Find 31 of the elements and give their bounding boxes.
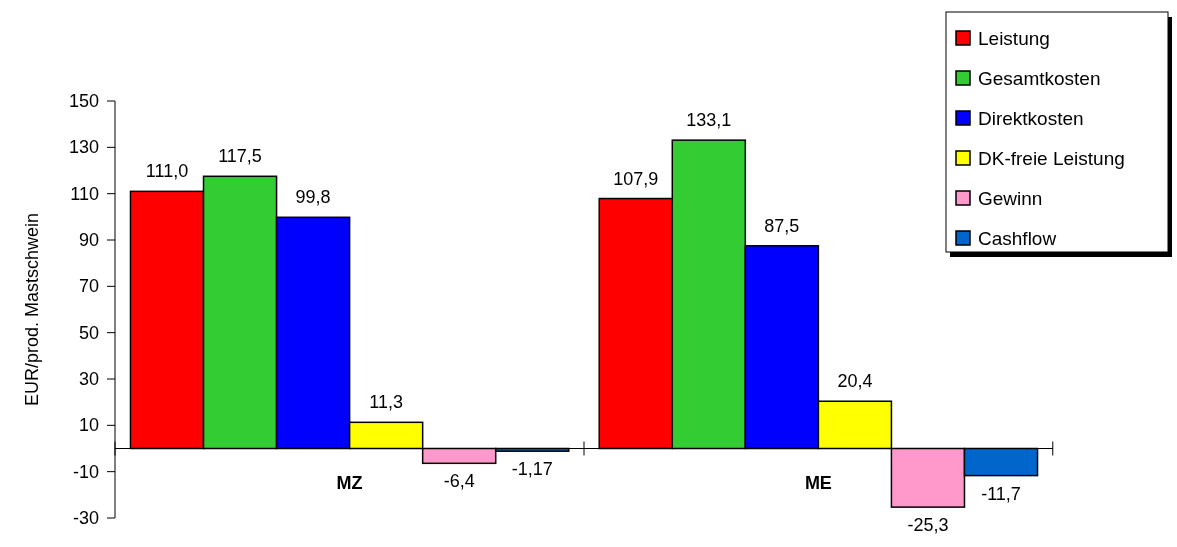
y-axis-title: EUR/prod. Mastschwein xyxy=(22,212,42,407)
y-tick-label: -30 xyxy=(72,508,99,528)
data-label: 11,3 xyxy=(369,392,403,413)
data-label: -25,3 xyxy=(907,515,949,536)
data-label: 117,5 xyxy=(218,146,262,167)
data-label: -1,17 xyxy=(511,459,553,480)
y-tick-label: 90 xyxy=(78,230,99,250)
legend-label: Gewinn xyxy=(978,188,1043,209)
legend-label: DK-freie Leistung xyxy=(978,148,1125,169)
legend-label: Direktkosten xyxy=(978,108,1084,129)
y-tick-label: 70 xyxy=(78,276,99,297)
x-tick-label: MZ xyxy=(336,472,363,493)
legend-label: Leistung xyxy=(978,28,1050,49)
data-label: 133,1 xyxy=(686,110,732,131)
y-tick-label: 110 xyxy=(70,183,99,204)
data-label: -11,7 xyxy=(981,483,1021,504)
y-tick-label: 130 xyxy=(68,137,99,158)
x-tick-label: ME xyxy=(804,472,832,493)
y-tick-label: 50 xyxy=(78,322,99,343)
data-label: 87,5 xyxy=(764,215,800,236)
data-label: -6,4 xyxy=(443,471,475,492)
data-label: 107,9 xyxy=(613,168,659,189)
data-label: 111,0 xyxy=(145,161,189,182)
y-tick-label: 30 xyxy=(78,369,99,389)
data-label: 99,8 xyxy=(295,187,331,208)
y-tick-label: 10 xyxy=(78,415,99,436)
y-tick-label: 150 xyxy=(68,91,99,111)
data-label: 20,4 xyxy=(837,371,873,392)
y-tick-label: -10 xyxy=(72,461,99,482)
legend-label: Gesamtkosten xyxy=(978,68,1101,89)
legend-label: Cashflow xyxy=(978,228,1057,249)
